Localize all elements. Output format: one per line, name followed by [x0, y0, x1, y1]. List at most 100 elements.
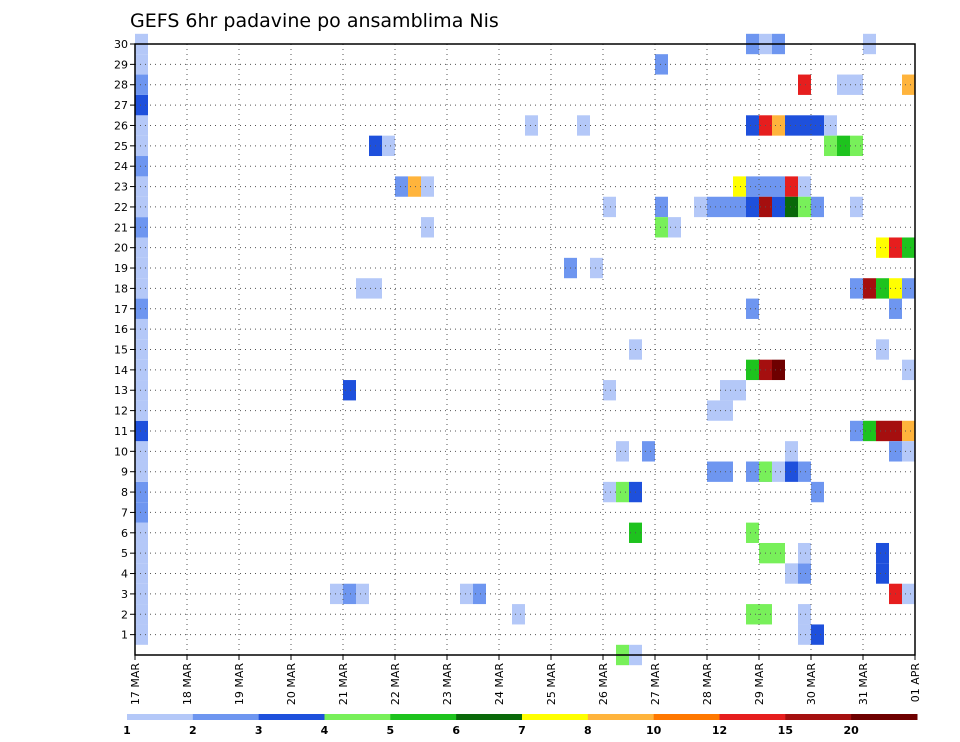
x-tick-label: 18 MAR	[181, 663, 194, 706]
x-tick-label: 22 MAR	[389, 663, 402, 706]
legend: 1 2 3 4 5 6 7 8 10 12 15 20	[123, 714, 918, 737]
heatmap-cell	[850, 135, 863, 157]
heatmap-cell	[746, 176, 759, 197]
heatmap-cell	[811, 196, 824, 218]
heatmap-cell	[135, 542, 148, 564]
legend-swatch	[456, 714, 523, 720]
legend-label: 12	[712, 724, 727, 737]
y-tick-label: 4	[121, 568, 128, 581]
y-tick-label: 2	[121, 608, 128, 621]
legend-label: 20	[844, 724, 860, 737]
y-tick-label: 8	[121, 486, 128, 499]
heatmap-cell	[356, 583, 369, 605]
heatmap-cell	[811, 115, 824, 136]
legend-swatch	[851, 714, 918, 720]
y-tick-label: 19	[114, 262, 128, 275]
heatmap-cell	[863, 420, 876, 442]
heatmap-cell	[733, 176, 746, 197]
heatmap-cell	[798, 624, 811, 645]
y-tick-label: 9	[121, 466, 128, 479]
heatmap-cell	[876, 237, 889, 258]
heatmap-cell	[135, 115, 148, 136]
heatmap-cell	[785, 461, 798, 482]
heatmap-cell	[135, 135, 148, 157]
heatmap-cell	[733, 380, 746, 401]
heatmap-cell	[798, 115, 811, 136]
heatmap-cell	[421, 217, 434, 238]
heatmap-cell	[837, 135, 850, 157]
legend-label: 6	[452, 724, 460, 737]
heatmap-cell	[135, 481, 148, 503]
legend-swatch	[127, 714, 194, 720]
heatmap-cell	[746, 461, 759, 482]
chart-title: GEFS 6hr padavine po ansamblima Nis	[130, 10, 499, 32]
heatmap-cell	[135, 318, 148, 340]
heatmap-cell	[772, 115, 785, 136]
heatmap-cell	[837, 74, 850, 95]
heatmap-cell	[876, 542, 889, 564]
heatmap-cell	[616, 481, 629, 503]
heatmap-cell	[135, 420, 148, 442]
y-axis-ticks: 1234567891011121314151617181920212223242…	[114, 38, 135, 642]
legend-swatch	[719, 714, 786, 720]
heatmap-cell	[135, 461, 148, 482]
heatmap-cell	[785, 196, 798, 218]
heatmap-cell	[785, 563, 798, 584]
heatmap-cell	[746, 298, 759, 319]
heatmap-cell	[720, 461, 733, 482]
heatmap-cell	[707, 400, 720, 421]
y-tick-label: 29	[114, 58, 128, 71]
heatmap-cell	[902, 74, 915, 95]
heatmap-cell	[135, 380, 148, 401]
y-tick-label: 28	[114, 79, 128, 92]
heatmap-cell	[135, 563, 148, 584]
heatmap-cell	[876, 563, 889, 584]
heatmap-cell	[135, 278, 148, 299]
heatmap-cell	[746, 522, 759, 543]
y-tick-label: 6	[121, 527, 128, 540]
y-tick-label: 22	[114, 201, 128, 214]
legend-swatch	[192, 714, 260, 720]
heatmap-cell	[902, 359, 915, 381]
y-tick-label: 30	[114, 38, 128, 51]
heatmap-cell	[798, 461, 811, 482]
y-tick-label: 12	[114, 405, 128, 418]
heatmap-cell	[733, 196, 746, 218]
heatmap-cell	[577, 115, 590, 136]
heatmap-cell	[382, 135, 395, 157]
y-tick-label: 18	[114, 282, 128, 295]
heatmap-cell	[850, 420, 863, 442]
heatmap-cell	[135, 624, 148, 645]
heatmap-cell	[135, 54, 148, 75]
x-tick-label: 25 MAR	[545, 663, 558, 706]
y-tick-label: 13	[114, 384, 128, 397]
heatmap-cell	[720, 196, 733, 218]
heatmap-cell	[772, 359, 785, 381]
heatmap-cell	[135, 400, 148, 421]
y-tick-label: 24	[114, 160, 128, 173]
x-tick-label: 20 MAR	[285, 663, 298, 706]
heatmap-cell	[850, 278, 863, 299]
heatmap-cell	[668, 217, 681, 238]
y-tick-label: 27	[114, 99, 128, 112]
x-tick-label: 30 MAR	[805, 663, 818, 706]
heatmap-cell	[798, 563, 811, 584]
legend-label: 4	[321, 724, 329, 737]
legend-label: 7	[518, 724, 526, 737]
heatmap-cell	[798, 542, 811, 564]
x-tick-label: 26 MAR	[597, 663, 610, 706]
y-tick-label: 25	[114, 140, 128, 153]
heatmap-cell	[655, 196, 668, 218]
heatmap-cell	[655, 54, 668, 75]
heatmap-cell	[746, 604, 759, 625]
heatmap-cell	[720, 380, 733, 401]
heatmap-cell	[772, 542, 785, 564]
heatmap-cell	[135, 196, 148, 218]
heatmap-cell	[460, 583, 473, 605]
heatmap-cell	[902, 237, 915, 258]
y-tick-label: 20	[114, 242, 128, 255]
y-tick-label: 10	[114, 445, 128, 458]
legend-label: 2	[189, 724, 197, 737]
heatmap-cell	[135, 339, 148, 360]
y-tick-label: 23	[114, 181, 128, 194]
